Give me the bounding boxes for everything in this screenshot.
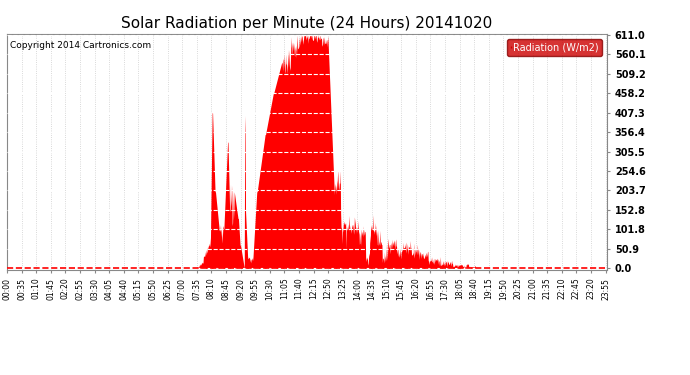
Title: Solar Radiation per Minute (24 Hours) 20141020: Solar Radiation per Minute (24 Hours) 20…	[121, 16, 493, 31]
Legend: Radiation (W/m2): Radiation (W/m2)	[507, 39, 602, 56]
Text: Copyright 2014 Cartronics.com: Copyright 2014 Cartronics.com	[10, 41, 151, 50]
